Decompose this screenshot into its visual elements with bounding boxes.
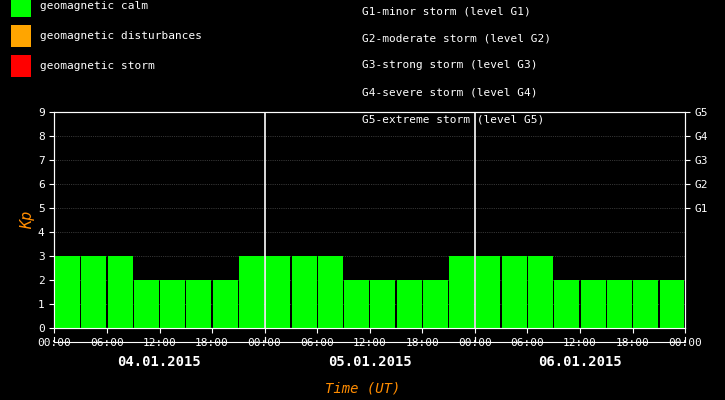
- Bar: [344, 280, 369, 328]
- Text: G5-extreme storm (level G5): G5-extreme storm (level G5): [362, 115, 544, 125]
- Text: 04.01.2015: 04.01.2015: [117, 355, 202, 369]
- Bar: [55, 256, 80, 328]
- Bar: [265, 256, 290, 328]
- Text: geomagnetic disturbances: geomagnetic disturbances: [40, 31, 202, 41]
- Bar: [450, 256, 474, 328]
- Bar: [528, 256, 553, 328]
- Text: 06.01.2015: 06.01.2015: [538, 355, 622, 369]
- Bar: [318, 256, 343, 328]
- Text: G1-minor storm (level G1): G1-minor storm (level G1): [362, 6, 531, 16]
- Text: G3-strong storm (level G3): G3-strong storm (level G3): [362, 60, 538, 70]
- Bar: [239, 256, 264, 328]
- Bar: [423, 280, 448, 328]
- Bar: [212, 280, 238, 328]
- Text: 05.01.2015: 05.01.2015: [328, 355, 412, 369]
- Bar: [370, 280, 395, 328]
- Text: geomagnetic storm: geomagnetic storm: [40, 61, 154, 71]
- Bar: [160, 280, 185, 328]
- Bar: [397, 280, 422, 328]
- Bar: [291, 256, 317, 328]
- Bar: [555, 280, 579, 328]
- Bar: [81, 256, 107, 328]
- Bar: [660, 280, 684, 328]
- Bar: [107, 256, 133, 328]
- Bar: [633, 280, 658, 328]
- Bar: [502, 256, 527, 328]
- Text: G2-moderate storm (level G2): G2-moderate storm (level G2): [362, 33, 552, 43]
- Bar: [581, 280, 605, 328]
- Bar: [134, 280, 159, 328]
- Text: geomagnetic calm: geomagnetic calm: [40, 1, 148, 11]
- Y-axis label: Kp: Kp: [20, 211, 35, 229]
- Text: Time (UT): Time (UT): [325, 382, 400, 396]
- Bar: [186, 280, 212, 328]
- Bar: [476, 256, 500, 328]
- Bar: [607, 280, 632, 328]
- Text: G4-severe storm (level G4): G4-severe storm (level G4): [362, 88, 538, 98]
